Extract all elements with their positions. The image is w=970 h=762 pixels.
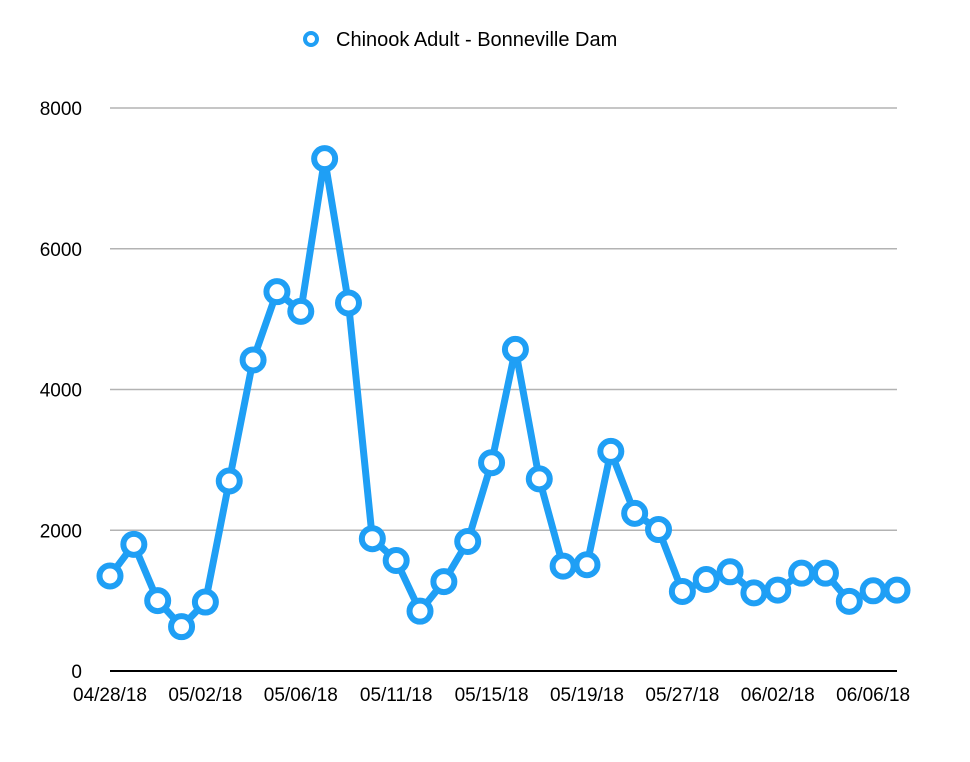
data-point <box>287 297 315 325</box>
data-point <box>835 587 863 615</box>
data-point <box>573 551 601 579</box>
data-point <box>788 559 816 587</box>
data-point <box>406 597 434 625</box>
data-point <box>621 499 649 527</box>
data-point <box>430 568 458 596</box>
data-point <box>191 588 219 616</box>
x-tick-label: 04/28/18 <box>73 685 147 706</box>
data-point <box>716 558 744 586</box>
x-tick-label: 05/19/18 <box>550 685 624 706</box>
data-point <box>597 437 625 465</box>
data-point <box>358 525 386 553</box>
x-tick-label: 06/02/18 <box>741 685 815 706</box>
legend-label: Chinook Adult - Bonneville Dam <box>336 29 617 51</box>
data-point <box>96 562 124 590</box>
data-point <box>168 613 196 641</box>
x-axis-ticks: 04/28/18 05/02/18 05/06/18 05/11/18 05/15/18… <box>73 685 910 706</box>
data-point <box>668 577 696 605</box>
data-point <box>645 516 673 544</box>
data-point <box>549 552 577 580</box>
data-point <box>692 566 720 594</box>
y-tick-label: 8000 <box>40 99 82 120</box>
data-point <box>311 145 339 173</box>
data-point <box>764 576 792 604</box>
data-point <box>239 346 267 374</box>
data-point <box>144 587 172 615</box>
data-point <box>478 449 506 477</box>
data-point <box>740 579 768 607</box>
data-point <box>120 530 148 558</box>
y-tick-label: 6000 <box>40 240 82 261</box>
y-tick-label: 2000 <box>40 521 82 542</box>
x-tick-label: 05/06/18 <box>264 685 338 706</box>
data-point <box>382 547 410 575</box>
y-axis-ticks: 0 2000 4000 6000 8000 <box>40 99 82 683</box>
x-tick-label: 05/15/18 <box>455 685 529 706</box>
y-tick-label: 4000 <box>40 381 82 402</box>
series-group <box>96 145 911 641</box>
grid-lines <box>110 107 897 531</box>
y-tick-label: 0 <box>71 662 82 683</box>
x-tick-label: 05/02/18 <box>168 685 242 706</box>
data-point <box>811 559 839 587</box>
x-tick-label: 05/27/18 <box>645 685 719 706</box>
data-point <box>501 335 529 363</box>
data-point <box>454 528 482 556</box>
data-point <box>263 278 291 306</box>
legend: Chinook Adult - Bonneville Dam <box>303 29 617 51</box>
series-line <box>106 155 901 631</box>
data-point <box>334 289 362 317</box>
data-point <box>525 465 553 493</box>
data-point <box>883 576 911 604</box>
x-tick-label: 05/11/18 <box>360 685 433 706</box>
data-point <box>859 577 887 605</box>
data-point <box>215 467 243 495</box>
legend-marker <box>303 31 319 47</box>
x-tick-label: 06/06/18 <box>836 685 910 706</box>
